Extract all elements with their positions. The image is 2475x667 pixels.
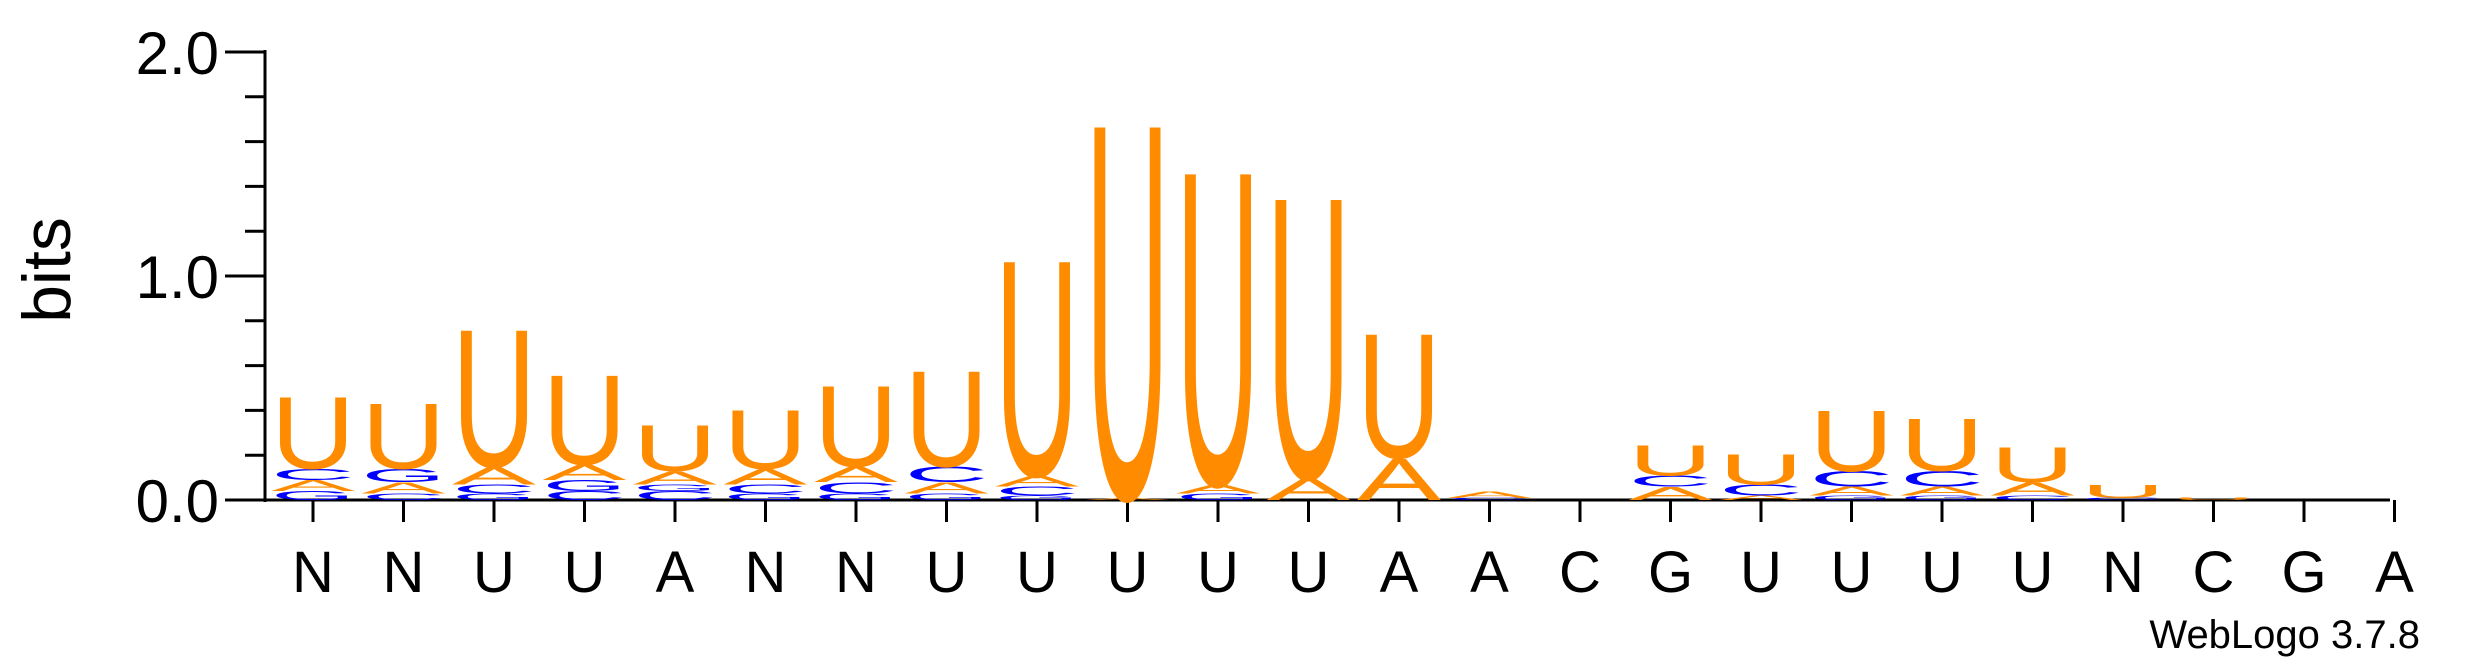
logo-glyph-g: G [1900, 494, 1984, 501]
x-tick-label: U [1197, 540, 1239, 605]
logo-glyph-u: U [905, 343, 989, 496]
logo-glyph-u: U [814, 362, 898, 492]
logo-glyph-a: A [362, 479, 446, 496]
logo-glyph-c: C [2081, 497, 2165, 500]
logo-glyph-a: A [1991, 479, 2075, 500]
y-axis-label: bits [9, 217, 85, 323]
x-tick-label: N [292, 540, 334, 605]
logo-glyph-u: U [1086, 13, 1170, 613]
logo-glyph-a: A [724, 465, 809, 489]
logo-glyph-c: C [1990, 494, 2074, 501]
y-tick-label: 0.0 [136, 468, 219, 535]
logo-glyph-a: A [633, 468, 717, 489]
logo-glyph-a: A [814, 462, 899, 486]
x-tick-label: U [1921, 540, 1963, 605]
logo-glyph-u: U [995, 195, 1079, 542]
logo-glyph-a: A [1086, 497, 1171, 501]
logo-glyph-u: U [1357, 296, 1441, 495]
logo-glyph-u: U [724, 392, 808, 487]
logo-glyph-g: G [1810, 494, 1894, 501]
x-tick-label: A [1380, 540, 1419, 605]
logo-glyph-u: U [2171, 497, 2255, 500]
logo-glyph-g: G [995, 494, 1079, 501]
logo-glyph-g: G [452, 492, 536, 502]
logo-glyph-a: A [1266, 472, 1351, 507]
x-tick-label: N [383, 540, 425, 605]
logo-glyph-u: U [452, 290, 536, 509]
logo-glyph-u: U [1267, 112, 1351, 563]
logo-glyph-c: C [361, 492, 445, 502]
logo-glyph-u: U [1719, 444, 1803, 493]
logo-glyph-a: A [1176, 482, 1260, 496]
logo-glyph-u: U [1809, 392, 1893, 490]
logo-glyph-u: U [1900, 403, 1984, 487]
logo-glyph-c: C [271, 466, 355, 484]
logo-glyph-c: C [724, 482, 808, 496]
logo-glyph-c: C [814, 479, 898, 497]
x-tick-label: G [1648, 540, 1693, 605]
logo-glyph-c: C [1900, 467, 1984, 492]
logo-glyph-u: U [2081, 481, 2165, 502]
logo-glyph-a: A [271, 477, 355, 494]
logo-glyph-u: U [1176, 76, 1260, 580]
logo-glyph-g: G [905, 492, 989, 502]
logo-glyph-a: A [543, 460, 628, 484]
logo-glyph-a: A [1810, 484, 1894, 498]
weblogo-version-label: WebLogo 3.7.8 [2149, 613, 2420, 657]
x-tick-label: A [656, 540, 695, 605]
logo-glyph-a: A [1719, 494, 1804, 501]
x-tick-label: U [564, 540, 606, 605]
logo-glyph-g: G [724, 492, 808, 502]
x-tick-label: N [2102, 540, 2144, 605]
logo-glyph-u: U [1629, 435, 1713, 484]
logo-glyph-a: A [1900, 484, 1984, 498]
x-tick-label: U [1740, 540, 1782, 605]
x-tick-label: G [2281, 540, 2326, 605]
x-tick-label: U [2012, 540, 2054, 605]
logo-glyph-u: U [633, 412, 717, 486]
logo-glyph-c: C [633, 489, 717, 503]
logo-glyph-c: C [543, 489, 627, 503]
x-tick-label: U [1288, 540, 1330, 605]
logo-glyph-c: C [1447, 497, 1531, 500]
logo-glyph-g: G [633, 483, 717, 493]
x-tick-label: N [745, 540, 787, 605]
x-tick-label: U [1016, 540, 1058, 605]
logo-glyph-a: A [1357, 446, 1441, 512]
x-tick-label: U [1831, 540, 1873, 605]
logo-glyph-u: U [543, 348, 627, 492]
logo-glyph-a: A [1447, 489, 1532, 500]
x-tick-label: N [835, 540, 877, 605]
logo-glyph-c: C [1810, 467, 1894, 492]
x-tick-label: C [1559, 540, 1601, 605]
logo-glyph-a: A [995, 473, 1079, 490]
logo-glyph-c: C [995, 484, 1079, 498]
x-tick-label: U [473, 540, 515, 605]
logo-glyph-u: U [362, 384, 446, 489]
logo-glyph-g: G [362, 465, 446, 486]
y-tick-label: 2.0 [136, 20, 219, 87]
x-tick-label: A [2375, 540, 2414, 605]
logo-glyph-u: U [1991, 437, 2075, 493]
logo-glyph-c: C [1719, 481, 1803, 499]
logo-glyph-g: G [1176, 492, 1260, 502]
logo-glyph-c: C [452, 482, 536, 496]
logo-glyph-a: A [452, 462, 537, 490]
logo-glyph-a: A [1629, 483, 1713, 504]
x-tick-label: U [1107, 540, 1149, 605]
logo-glyph-u: U [271, 376, 355, 491]
x-tick-label: A [1470, 540, 1509, 605]
axes: 0.01.02.0N N U U A N N U U U U U A A C G U U U U N C G A [136, 20, 2415, 605]
logo-glyph-g: G [271, 489, 355, 503]
logo-glyph-c: C [1629, 472, 1713, 490]
y-tick-label: 1.0 [136, 244, 219, 311]
logo-glyph-c: C [905, 462, 989, 487]
x-tick-label: C [2193, 540, 2235, 605]
logo-glyph-g: G [543, 477, 627, 494]
logo-glyph-g: G [814, 492, 898, 502]
logo-glyph-a: A [905, 479, 989, 496]
x-tick-label: U [926, 540, 968, 605]
